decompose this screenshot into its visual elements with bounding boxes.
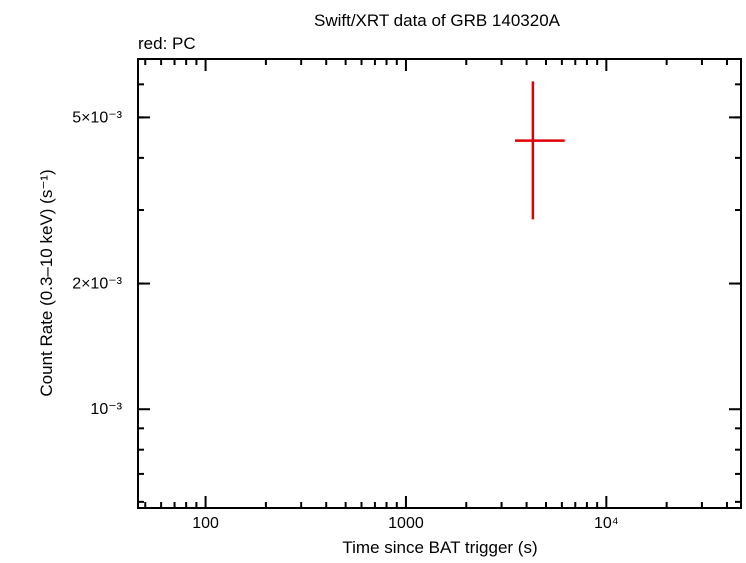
y-axis-label: Count Rate (0.3–10 keV) (s⁻¹) — [37, 169, 56, 396]
x-tick-label: 1000 — [388, 515, 424, 532]
x-axis-label: Time since BAT trigger (s) — [342, 538, 537, 557]
chart-subtitle: red: PC — [138, 34, 196, 53]
chart-title: Swift/XRT data of GRB 140320A — [314, 11, 561, 30]
y-axis: 10⁻³ 2×10⁻³ 5×10⁻³ — [72, 109, 741, 418]
y-minor-ticks — [138, 83, 741, 503]
data-points — [514, 81, 565, 220]
x-axis: 100 1000 10⁴ — [192, 59, 619, 532]
x-tick-label: 10⁴ — [594, 515, 619, 532]
x-minor-ticks — [144, 59, 728, 508]
y-tick-label: 5×10⁻³ — [72, 109, 122, 126]
y-tick-label: 10⁻³ — [90, 401, 122, 418]
plot-frame — [137, 58, 742, 509]
x-tick-label: 100 — [192, 515, 219, 532]
data-point — [514, 81, 565, 220]
y-tick-label: 2×10⁻³ — [72, 276, 122, 293]
